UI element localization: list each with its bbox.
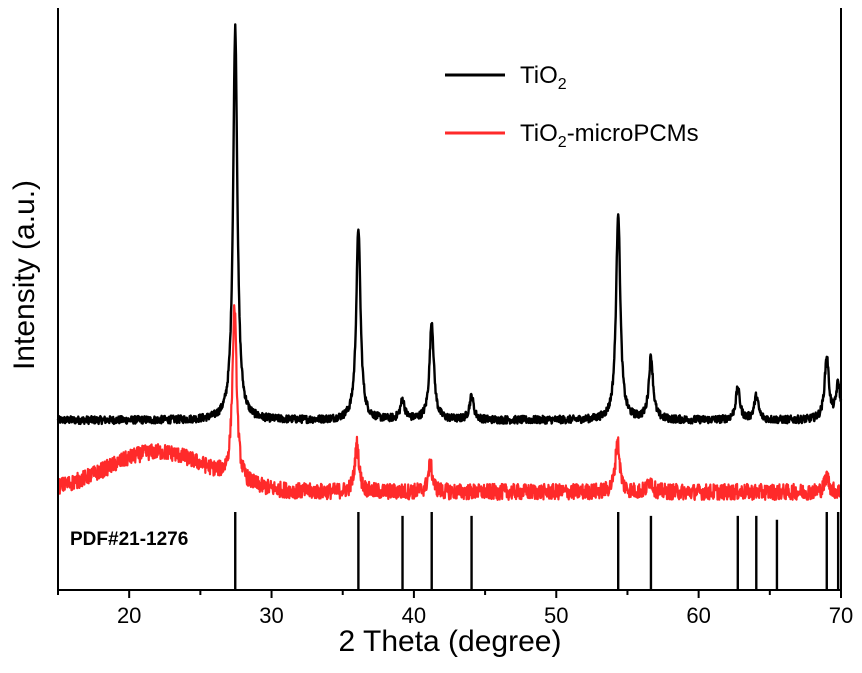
reference-label: PDF#21-1276 bbox=[70, 529, 188, 550]
x-tick-label: 70 bbox=[829, 603, 853, 628]
legend-label-1: TiO2 bbox=[520, 62, 567, 93]
x-axis-title: 2 Theta (degree) bbox=[339, 625, 562, 658]
legend: TiO2 TiO2-microPCMs bbox=[445, 62, 699, 151]
series-line-1 bbox=[56, 23, 843, 426]
y-axis-title: Intensity (a.u.) bbox=[8, 180, 41, 370]
x-tick-label: 40 bbox=[402, 603, 426, 628]
x-tick-label: 60 bbox=[686, 603, 710, 628]
x-tick-label: 50 bbox=[544, 603, 568, 628]
series-layer bbox=[56, 23, 843, 501]
series-line-2 bbox=[56, 304, 843, 501]
x-tick-label: 30 bbox=[259, 603, 283, 628]
legend-label-2: TiO2-microPCMs bbox=[520, 120, 699, 151]
axes-frame bbox=[57, 8, 842, 591]
x-ticks: 20 30 40 50 60 70 bbox=[57, 590, 853, 628]
x-tick-label: 20 bbox=[117, 603, 141, 628]
reference-lines bbox=[234, 512, 840, 590]
